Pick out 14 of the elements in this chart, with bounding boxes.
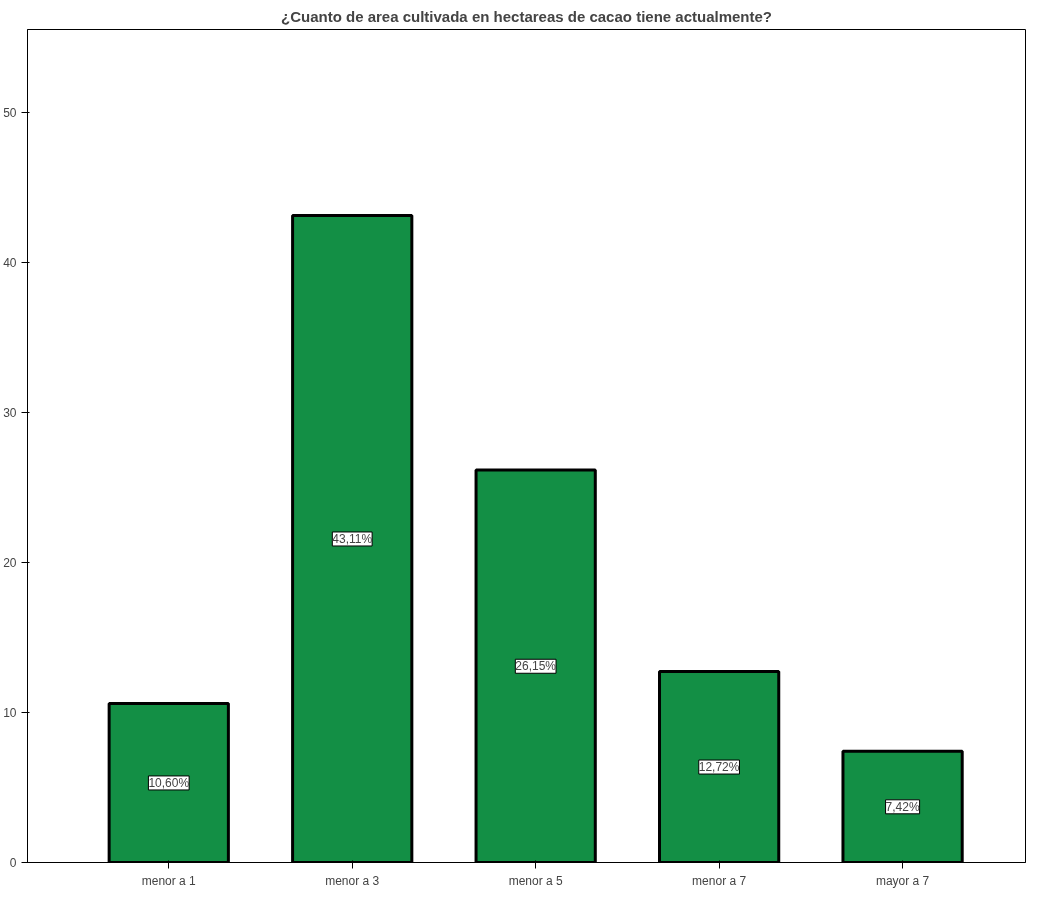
data-label: 10,60% [148,775,190,790]
y-tick-label: 20 [3,555,17,570]
y-tick-label: 50 [3,105,17,120]
y-tick-label: 30 [3,405,17,420]
x-tick-label: menor a 1 [141,873,197,888]
x-tick-label: menor a 5 [508,873,564,888]
x-tick-label: menor a 3 [325,873,380,888]
y-tick-label: 0 [9,856,17,870]
y-tick-label: 10 [3,705,17,720]
x-tick-label: mayor a 7 [875,873,930,888]
x-tick-label: menor a 7 [692,873,747,888]
data-label: 12,72% [698,760,740,775]
chart-title: ¿Cuanto de area cultivada en hectareas de cacao tiene actualmente? [280,7,773,25]
y-tick-label: 40 [3,255,17,270]
